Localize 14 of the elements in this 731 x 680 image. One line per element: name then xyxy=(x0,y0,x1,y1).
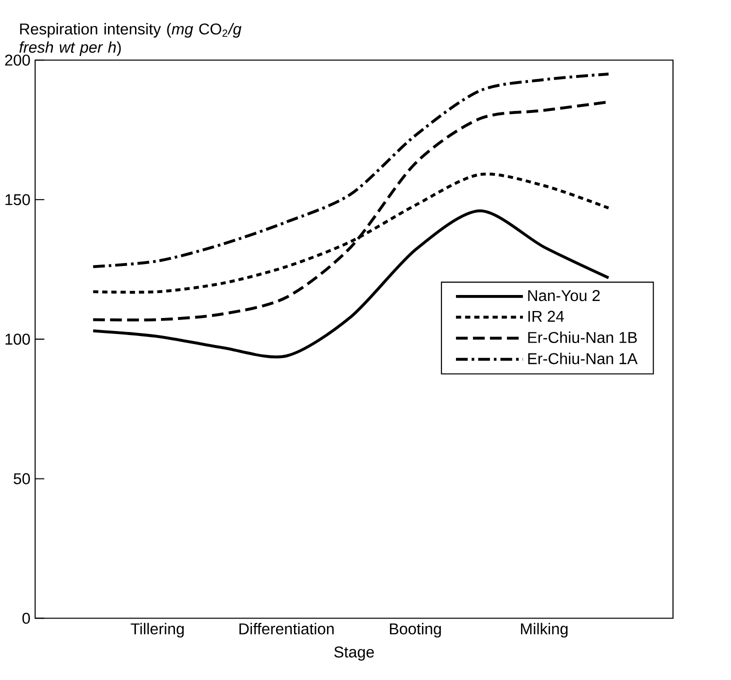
x-axis-title: Stage xyxy=(334,646,374,661)
x-tick-label: Tillering xyxy=(130,623,184,638)
y-tick-label: 50 xyxy=(14,473,30,484)
y-tick-label: 0 xyxy=(22,612,30,624)
x-tick-label: Booting xyxy=(390,623,441,638)
legend-label: Er-Chiu-Nan 1B xyxy=(528,332,637,344)
y-tick-label: 150 xyxy=(6,194,30,206)
y-tick-label: 200 xyxy=(5,54,30,66)
x-tick-label: Milking xyxy=(521,623,568,638)
legend-label: IR 24 xyxy=(528,310,564,322)
legend-label: Er-Chiu-Nan 1A xyxy=(528,352,638,364)
x-tick-label: Differentiation xyxy=(239,623,334,635)
legend-label: Nan-You 2 xyxy=(528,290,600,302)
y-tick-label: 100 xyxy=(6,334,30,345)
